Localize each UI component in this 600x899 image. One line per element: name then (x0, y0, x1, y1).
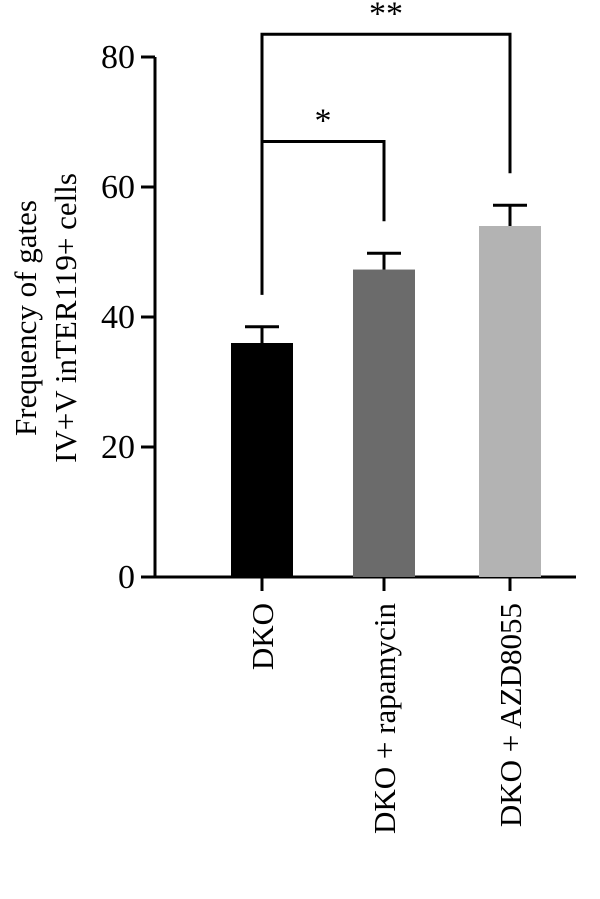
plot-area: 0 20 40 60 80 DKO DKO + rapamycin DKO + AZD8055… (101, 0, 576, 834)
x-tick-label-1: DKO + rapamycin (367, 603, 402, 834)
y-tick-label-60: 60 (101, 169, 135, 206)
y-axis-title-line-1: Frequency of gates (8, 200, 43, 436)
significance-bracket-1 (260, 32, 512, 295)
bar-1 (353, 269, 415, 577)
x-tick-label-0: DKO (245, 603, 280, 670)
significance-label-0: * (315, 103, 332, 140)
bar-0 (231, 343, 293, 577)
y-tick-label-0: 0 (118, 559, 135, 596)
y-tick-label-80: 80 (101, 39, 135, 76)
y-axis-title-line-2: IV+V inTER119+ cells (48, 173, 83, 463)
bar-2 (479, 226, 541, 577)
significance-label-1: ** (369, 0, 403, 32)
y-tick-label-20: 20 (101, 429, 135, 466)
x-tick-label-2: DKO + AZD8055 (493, 603, 528, 827)
y-tick-label-40: 40 (101, 299, 135, 336)
y-axis-title: Frequency of gates IV+V inTER119+ cells (8, 173, 83, 463)
